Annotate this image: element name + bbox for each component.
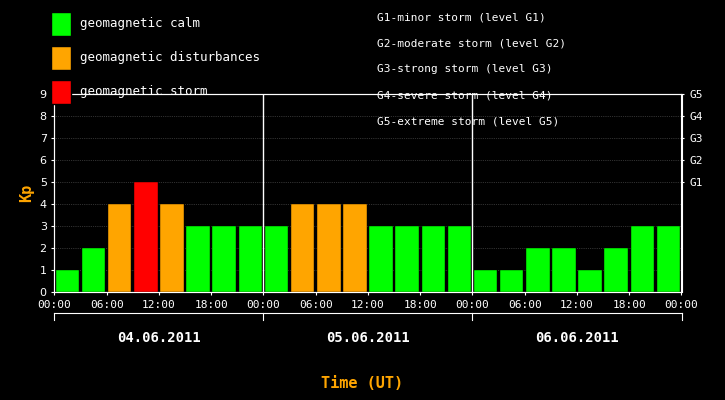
- Bar: [82, 248, 105, 292]
- Text: 05.06.2011: 05.06.2011: [326, 331, 410, 345]
- Text: G5-extreme storm (level G5): G5-extreme storm (level G5): [377, 116, 559, 126]
- Bar: [473, 270, 497, 292]
- Text: geomagnetic disturbances: geomagnetic disturbances: [80, 52, 260, 64]
- Bar: [579, 270, 602, 292]
- Bar: [160, 204, 183, 292]
- Bar: [212, 226, 236, 292]
- Text: G1-minor storm (level G1): G1-minor storm (level G1): [377, 12, 546, 22]
- Text: G2-moderate storm (level G2): G2-moderate storm (level G2): [377, 38, 566, 48]
- Bar: [265, 226, 289, 292]
- Bar: [369, 226, 393, 292]
- Text: 06.06.2011: 06.06.2011: [535, 331, 619, 345]
- Text: G3-strong storm (level G3): G3-strong storm (level G3): [377, 64, 552, 74]
- Bar: [421, 226, 445, 292]
- Text: 04.06.2011: 04.06.2011: [117, 331, 201, 345]
- Bar: [605, 248, 628, 292]
- Bar: [317, 204, 341, 292]
- Bar: [500, 270, 523, 292]
- Bar: [395, 226, 419, 292]
- Text: geomagnetic calm: geomagnetic calm: [80, 18, 200, 30]
- Text: Time (UT): Time (UT): [321, 376, 404, 392]
- Bar: [239, 226, 262, 292]
- Bar: [526, 248, 550, 292]
- Bar: [186, 226, 210, 292]
- Bar: [134, 182, 157, 292]
- Bar: [631, 226, 654, 292]
- Bar: [108, 204, 131, 292]
- Y-axis label: Kp: Kp: [19, 184, 34, 202]
- Bar: [447, 226, 471, 292]
- Bar: [56, 270, 79, 292]
- Bar: [657, 226, 680, 292]
- Bar: [552, 248, 576, 292]
- Bar: [343, 204, 367, 292]
- Text: geomagnetic storm: geomagnetic storm: [80, 86, 207, 98]
- Bar: [291, 204, 315, 292]
- Text: G4-severe storm (level G4): G4-severe storm (level G4): [377, 90, 552, 100]
